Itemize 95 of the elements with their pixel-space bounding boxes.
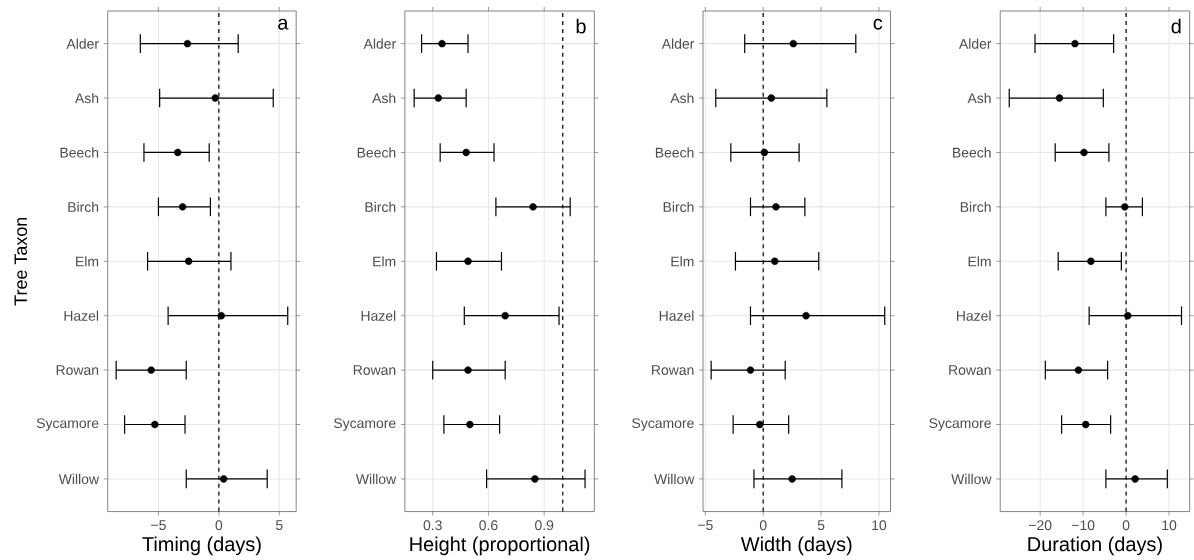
point <box>1080 148 1088 157</box>
x-axis-title: Duration (days) <box>1028 536 1162 556</box>
y-tick-label: Willow <box>355 473 397 485</box>
annotation: d <box>1171 18 1181 34</box>
point <box>147 366 155 375</box>
y-tick-label: Beech <box>655 147 694 158</box>
y-tick-label: Hazel <box>64 310 99 322</box>
y-tick-label: Ash <box>967 93 991 104</box>
point <box>178 203 187 211</box>
point <box>434 94 443 102</box>
point <box>746 366 755 375</box>
y-tick-label: Willow <box>654 473 695 485</box>
y-axis-title: Tree Taxon <box>14 218 28 306</box>
y-tick-label: Birch <box>960 201 991 213</box>
x-tick-label: 0 <box>1122 520 1130 531</box>
annotation: c <box>873 18 883 30</box>
x-tick-label: −10 <box>1071 520 1095 531</box>
point <box>772 203 780 211</box>
x-tick-label: 0.6 <box>479 520 498 531</box>
x-tick-label: 5 <box>275 520 283 531</box>
y-tick-label: Elm <box>76 256 99 267</box>
y-tick-label: Birch <box>663 201 694 213</box>
y-tick-label: Alder <box>958 38 992 49</box>
x-axis-title: Width (days) <box>740 536 852 556</box>
y-tick-label: Rowan <box>652 365 694 376</box>
y-tick-label: Hazel <box>659 310 694 322</box>
point <box>464 257 472 266</box>
annotation: a <box>278 18 289 30</box>
y-tick-label: Ash <box>372 93 396 104</box>
x-tick-label: 5 <box>817 520 825 531</box>
x-tick-label: 10 <box>1162 520 1177 531</box>
y-tick-label: Alder <box>66 38 99 49</box>
x-axis-title: Height (proportional) <box>410 536 590 556</box>
point <box>760 148 769 157</box>
x-axis-title: Timing (days) <box>142 536 261 556</box>
point <box>531 475 539 483</box>
point <box>1055 94 1064 102</box>
x-tick-label: 0 <box>759 520 767 531</box>
point <box>462 148 470 157</box>
y-tick-label: Sycamore <box>36 418 99 432</box>
y-tick-label: Hazel <box>361 310 396 322</box>
point <box>789 40 798 48</box>
y-tick-label: Beech <box>357 147 396 158</box>
y-tick-label: Elm <box>968 256 991 267</box>
point <box>184 257 193 266</box>
y-tick-label: Sycamore <box>929 418 991 432</box>
x-tick-label: −20 <box>1029 520 1052 531</box>
point <box>1081 420 1090 429</box>
x-tick-label: 0.3 <box>423 520 442 531</box>
y-tick-label: Rowan <box>56 365 99 376</box>
point <box>771 257 779 266</box>
point <box>501 312 509 320</box>
point <box>767 94 776 102</box>
point <box>183 40 192 48</box>
y-tick-label: Elm <box>373 256 396 267</box>
point <box>174 148 182 157</box>
x-tick-label: 0 <box>215 520 223 531</box>
point <box>1121 203 1129 211</box>
point <box>464 366 472 375</box>
y-tick-label: Alder <box>661 38 695 49</box>
point <box>1087 257 1095 266</box>
y-tick-label: Rowan <box>353 365 396 376</box>
x-tick-label: −5 <box>151 520 166 531</box>
y-tick-label: Beech <box>953 147 991 158</box>
y-tick-label: Beech <box>60 147 99 158</box>
y-tick-label: Willow <box>951 473 992 485</box>
y-tick-label: Sycamore <box>333 418 396 432</box>
point <box>466 420 474 429</box>
point <box>529 203 537 211</box>
point <box>788 475 796 483</box>
point <box>1071 40 1079 48</box>
y-tick-label: Alder <box>363 38 396 49</box>
point <box>756 420 764 429</box>
y-tick-label: Ash <box>74 93 99 104</box>
point <box>211 94 219 102</box>
annotation: b <box>576 18 586 34</box>
point <box>1131 475 1139 483</box>
y-tick-label: Birch <box>68 201 99 213</box>
point <box>217 312 225 320</box>
x-tick-label: 0.9 <box>535 520 554 531</box>
y-tick-label: Sycamore <box>632 418 694 432</box>
point <box>438 40 446 48</box>
y-tick-label: Willow <box>58 473 100 485</box>
point <box>802 312 810 320</box>
y-tick-label: Ash <box>670 93 694 104</box>
y-tick-label: Hazel <box>956 310 991 322</box>
point <box>219 475 228 483</box>
y-tick-label: Birch <box>365 201 396 213</box>
y-tick-label: Rowan <box>949 365 991 376</box>
point <box>1124 312 1132 320</box>
x-tick-label: 10 <box>872 520 887 531</box>
point <box>151 420 159 429</box>
y-tick-label: Elm <box>671 256 694 267</box>
x-tick-label: −5 <box>698 520 713 531</box>
point <box>1074 366 1083 375</box>
